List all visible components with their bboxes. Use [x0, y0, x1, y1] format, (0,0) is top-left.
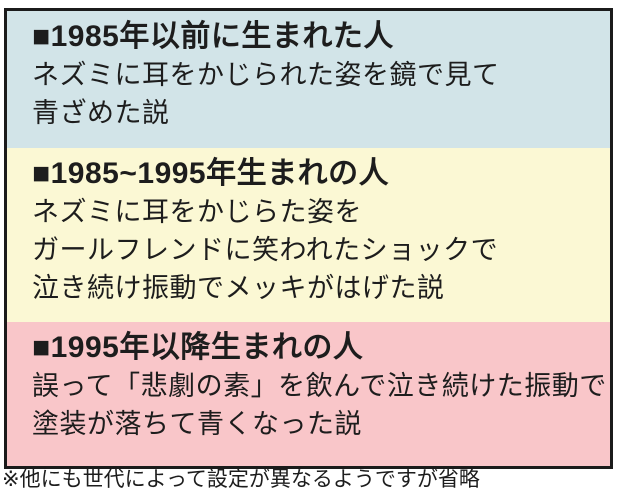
section-heading: ■1985年以前に生まれた人 — [32, 20, 394, 53]
generation-theory-panel: ■1985年以前に生まれた人 ネズミに耳をかじられた姿を鏡で見て 青ざめた説 ■… — [4, 8, 613, 469]
section-body-line: 泣き続け振動でメッキがはげた説 — [32, 273, 445, 303]
section-body-line: 誤って「悲劇の素」を飲んで泣き続けた振動で — [32, 371, 607, 401]
section-body-line: 青ざめた説 — [32, 98, 170, 128]
section-body-line: ネズミに耳をかじられた姿を鏡で見て — [32, 60, 500, 90]
section-heading: ■1995年以降生まれの人 — [32, 331, 364, 364]
section-heading: ■1985~1995年生まれの人 — [32, 157, 390, 190]
section-body-line: 塗装が落ちて青くなった説 — [32, 409, 362, 439]
section-born-after-1995: ■1995年以降生まれの人 誤って「悲劇の素」を飲んで泣き続けた振動で 塗装が落… — [7, 322, 610, 466]
section-body-line: ガールフレンドに笑われたショックで — [32, 235, 499, 265]
section-body-line: ネズミに耳をかじらた姿を — [32, 197, 362, 227]
section-born-1985-1995: ■1985~1995年生まれの人 ネズミに耳をかじらた姿を ガールフレンドに笑わ… — [7, 148, 610, 322]
footnote: ※他にも世代によって設定が異なるようですが省略 — [2, 468, 480, 491]
section-born-before-1985: ■1985年以前に生まれた人 ネズミに耳をかじられた姿を鏡で見て 青ざめた説 — [7, 11, 610, 148]
